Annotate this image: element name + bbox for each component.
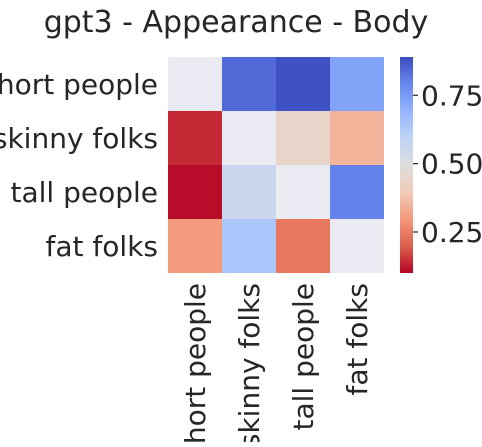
heatmap-cell bbox=[276, 111, 330, 165]
heatmap-cell bbox=[276, 165, 330, 219]
row-label: fat folks bbox=[46, 230, 158, 263]
heatmap-cell bbox=[222, 111, 276, 165]
heatmap-cell bbox=[330, 111, 384, 165]
heatmap-cell bbox=[330, 165, 384, 219]
heatmap-cell bbox=[276, 219, 330, 273]
column-label: short people bbox=[179, 283, 212, 442]
heatmap-cell bbox=[168, 219, 222, 273]
heatmap-cell bbox=[168, 57, 222, 111]
colorbar-tick-label: 0.25 bbox=[421, 216, 482, 249]
heatmap-cells bbox=[168, 57, 384, 273]
heatmap-cell bbox=[222, 57, 276, 111]
row-label: tall people bbox=[10, 176, 158, 209]
heatmap-cell bbox=[168, 111, 222, 165]
heatmap-cell bbox=[330, 219, 384, 273]
heatmap-cell bbox=[276, 57, 330, 111]
heatmap-cell bbox=[168, 165, 222, 219]
column-label: fat folks bbox=[341, 283, 374, 395]
colorbar-tick-label: 0.75 bbox=[421, 79, 482, 112]
colorbar-gradient bbox=[400, 57, 413, 273]
row-labels: short people skinny folks tall people fat f… bbox=[0, 68, 158, 263]
column-labels: short people skinny folks tall people fat f… bbox=[179, 283, 374, 442]
row-label: skinny folks bbox=[0, 122, 158, 155]
column-label: skinny folks bbox=[233, 283, 266, 442]
colorbar: 0.25 0.50 0.75 bbox=[400, 57, 482, 273]
heatmap-cell bbox=[222, 219, 276, 273]
column-label: tall people bbox=[287, 283, 320, 431]
row-label: short people bbox=[0, 68, 158, 101]
colorbar-tick-label: 0.50 bbox=[421, 148, 482, 181]
heatmap-cell bbox=[330, 57, 384, 111]
heatmap-cell bbox=[222, 165, 276, 219]
chart-title: gpt3 - Appearance - Body bbox=[44, 5, 429, 40]
